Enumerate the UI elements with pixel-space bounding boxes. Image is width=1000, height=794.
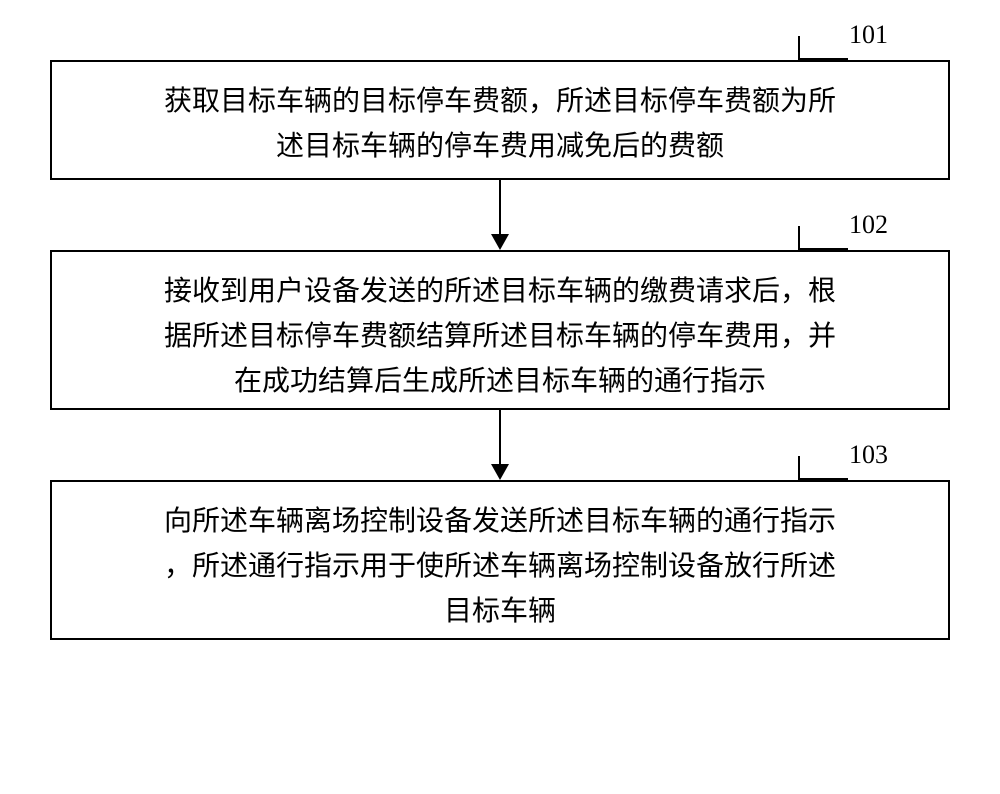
- step-label: 102: [849, 204, 888, 246]
- arrow-head-icon: [491, 464, 509, 480]
- step-text-line: 据所述目标停车费额结算所述目标车辆的停车费用，并: [74, 315, 926, 360]
- label-connector: [798, 36, 848, 60]
- arrow-head-icon: [491, 234, 509, 250]
- step-box-101: 101 获取目标车辆的目标停车费额，所述目标停车费额为所 述目标车辆的停车费用减…: [50, 60, 950, 180]
- label-connector: [798, 456, 848, 480]
- step-box-103: 103 向所述车辆离场控制设备发送所述目标车辆的通行指示 ，所述通行指示用于使所…: [50, 480, 950, 640]
- step-text-line: 目标车辆: [74, 590, 926, 635]
- arrow-line: [499, 410, 501, 465]
- step-text-line: 在成功结算后生成所述目标车辆的通行指示: [74, 360, 926, 405]
- step-text-line: 获取目标车辆的目标停车费额，所述目标停车费额为所: [74, 80, 926, 125]
- step-label: 101: [849, 14, 888, 56]
- step-box-102: 102 接收到用户设备发送的所述目标车辆的缴费请求后，根 据所述目标停车费额结算…: [50, 250, 950, 410]
- step-text-line: ，所述通行指示用于使所述车辆离场控制设备放行所述: [74, 545, 926, 590]
- label-connector: [798, 226, 848, 250]
- step-text-line: 接收到用户设备发送的所述目标车辆的缴费请求后，根: [74, 270, 926, 315]
- arrow-line: [499, 180, 501, 235]
- step-text-line: 向所述车辆离场控制设备发送所述目标车辆的通行指示: [74, 500, 926, 545]
- flowchart-container: 101 获取目标车辆的目标停车费额，所述目标停车费额为所 述目标车辆的停车费用减…: [50, 60, 950, 640]
- step-text-line: 述目标车辆的停车费用减免后的费额: [74, 125, 926, 170]
- step-label: 103: [849, 434, 888, 476]
